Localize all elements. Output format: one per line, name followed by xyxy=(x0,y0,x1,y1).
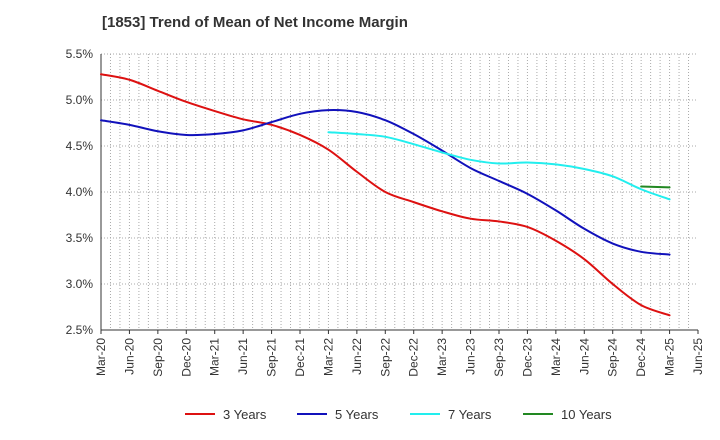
x-tick-label: Jun-23 xyxy=(464,338,478,375)
y-tick-label: 2.5% xyxy=(66,323,94,337)
series-line-3-years xyxy=(100,73,671,317)
x-tick-label: Jun-24 xyxy=(577,338,591,375)
x-tick-label: Mar-20 xyxy=(94,338,108,376)
x-axis-ticks: Mar-20 Jun-20 Sep-20 Dec-20 Mar-21 Jun-21 Sep-… xyxy=(94,330,705,377)
x-tick-label: Dec-24 xyxy=(634,338,648,377)
legend: 3 Years 5 Years 7 Years 10 Years xyxy=(185,407,612,422)
x-tick-label: Sep-23 xyxy=(492,338,506,377)
axes xyxy=(100,54,698,331)
series-line-5-years xyxy=(100,109,671,256)
x-tick-label: Mar-25 xyxy=(663,338,677,376)
chart-title: [1853] Trend of Mean of Net Income Margi… xyxy=(102,14,408,31)
grid-lines xyxy=(101,53,698,330)
series-line-7-years xyxy=(327,131,671,201)
x-tick-label: Mar-21 xyxy=(208,338,222,376)
legend-label: 10 Years xyxy=(561,407,612,422)
x-tick-label: Dec-22 xyxy=(407,338,421,377)
y-axis-ticks: 2.5% 3.0% 3.5% 4.0% 4.5% 5.0% 5.5% xyxy=(66,47,94,337)
series-line-10-years xyxy=(640,185,671,189)
x-tick-label: Sep-21 xyxy=(265,338,279,377)
x-tick-label: Dec-23 xyxy=(520,338,534,377)
legend-label: 3 Years xyxy=(223,407,267,422)
y-tick-label: 5.0% xyxy=(66,93,94,107)
legend-label: 5 Years xyxy=(335,407,379,422)
y-tick-label: 3.5% xyxy=(66,231,94,245)
x-tick-label: Jun-21 xyxy=(236,338,250,375)
series-lines xyxy=(100,73,671,317)
x-tick-label: Sep-20 xyxy=(151,338,165,377)
x-tick-label: Jun-25 xyxy=(691,338,705,375)
y-tick-label: 4.5% xyxy=(66,139,94,153)
x-tick-label: Sep-22 xyxy=(378,338,392,377)
x-tick-label: Jun-20 xyxy=(122,338,136,375)
y-tick-label: 3.0% xyxy=(66,277,94,291)
x-tick-label: Mar-24 xyxy=(549,338,563,376)
x-tick-label: Mar-23 xyxy=(435,338,449,376)
y-tick-label: 4.0% xyxy=(66,185,94,199)
x-tick-label: Dec-20 xyxy=(179,338,193,377)
y-tick-label: 5.5% xyxy=(66,47,94,61)
x-tick-label: Dec-21 xyxy=(293,338,307,377)
x-tick-label: Jun-22 xyxy=(350,338,364,375)
x-tick-label: Sep-24 xyxy=(606,338,620,377)
legend-label: 7 Years xyxy=(448,407,492,422)
x-tick-label: Mar-22 xyxy=(321,338,335,376)
